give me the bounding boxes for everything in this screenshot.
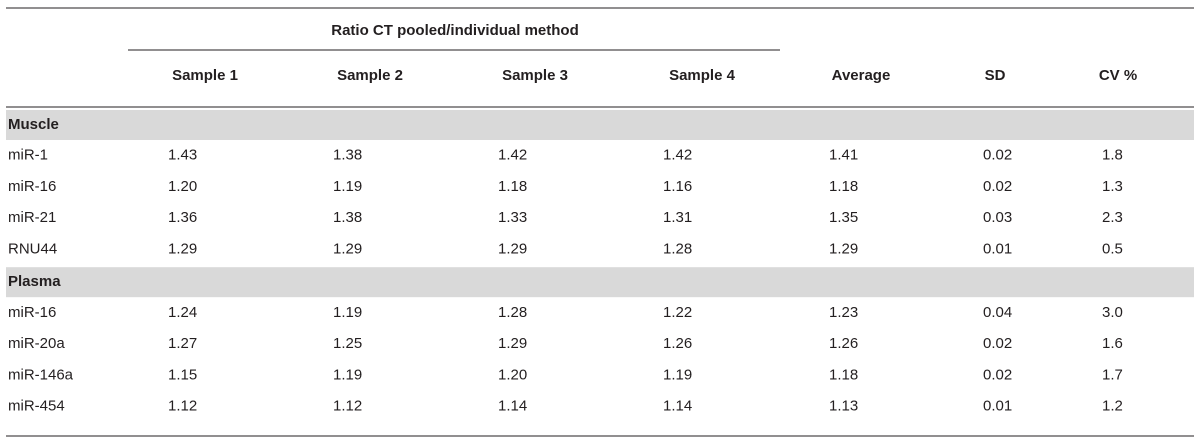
group-header: Ratio CT pooled/individual method (331, 22, 579, 39)
cell: 1.18 (829, 366, 858, 383)
cell: 1.29 (829, 241, 858, 258)
cell: 1.31 (663, 209, 692, 226)
row-label: miR-16 (8, 178, 56, 195)
cell: 1.22 (663, 304, 692, 321)
cell: 0.04 (983, 304, 1012, 321)
section-title: Plasma (8, 273, 61, 290)
cell: 1.19 (333, 366, 362, 383)
cell: 1.29 (498, 241, 527, 258)
cell: 1.14 (498, 398, 527, 415)
cell: 1.20 (498, 366, 527, 383)
cell: 1.24 (168, 304, 197, 321)
cell: 1.33 (498, 209, 527, 226)
cell: 1.7 (1102, 366, 1123, 383)
cell: 1.26 (829, 335, 858, 352)
cell: 1.42 (498, 147, 527, 164)
cell: 1.13 (829, 398, 858, 415)
cell: 1.12 (168, 398, 197, 415)
cell: 0.02 (983, 178, 1012, 195)
row-label: miR-21 (8, 209, 56, 226)
cell: 1.43 (168, 147, 197, 164)
cell: 1.6 (1102, 335, 1123, 352)
cell: 1.18 (498, 178, 527, 195)
cell: 1.20 (168, 178, 197, 195)
cell: 0.02 (983, 335, 1012, 352)
cell: 1.27 (168, 335, 197, 352)
cell: 1.18 (829, 178, 858, 195)
column-header: Sample 4 (669, 67, 736, 84)
cell: 1.35 (829, 209, 858, 226)
cell: 0.5 (1102, 241, 1123, 258)
row-label: miR-20a (8, 335, 65, 352)
cell: 3.0 (1102, 304, 1123, 321)
cell: 1.8 (1102, 147, 1123, 164)
section-title: Muscle (8, 116, 59, 133)
cell: 0.02 (983, 147, 1012, 164)
cell: 1.12 (333, 398, 362, 415)
cell: 1.29 (168, 241, 197, 258)
cell: 0.01 (983, 398, 1012, 415)
cell: 1.28 (663, 241, 692, 258)
cell: 1.38 (333, 209, 362, 226)
cell: 1.29 (333, 241, 362, 258)
row-label: miR-1 (8, 147, 48, 164)
column-header: CV % (1099, 67, 1137, 84)
section-band (6, 110, 1194, 140)
cell: 2.3 (1102, 209, 1123, 226)
cell: 1.26 (663, 335, 692, 352)
cell: 1.16 (663, 178, 692, 195)
row-label: miR-454 (8, 398, 65, 415)
row-label: miR-16 (8, 304, 56, 321)
cell: 1.42 (663, 147, 692, 164)
cell: 1.19 (663, 366, 692, 383)
column-header: Average (832, 67, 891, 84)
row-label: RNU44 (8, 241, 57, 258)
cell: 0.02 (983, 366, 1012, 383)
row-label: miR-146a (8, 366, 74, 383)
cell: 0.01 (983, 241, 1012, 258)
cell: 1.19 (333, 178, 362, 195)
cell: 1.2 (1102, 398, 1123, 415)
column-header: Sample 2 (337, 67, 403, 84)
cell: 1.38 (333, 147, 362, 164)
cell: 1.14 (663, 398, 692, 415)
cell: 1.28 (498, 304, 527, 321)
cell: 1.19 (333, 304, 362, 321)
section-band (6, 267, 1194, 298)
column-header: SD (985, 67, 1006, 84)
cell: 1.41 (829, 147, 858, 164)
cell: 1.29 (498, 335, 527, 352)
cell: 0.03 (983, 209, 1012, 226)
cell: 1.25 (333, 335, 362, 352)
column-header: Sample 1 (172, 67, 238, 84)
cell: 1.36 (168, 209, 197, 226)
column-header: Sample 3 (502, 67, 568, 84)
cell: 1.23 (829, 304, 858, 321)
cell: 1.15 (168, 366, 197, 383)
cell: 1.3 (1102, 178, 1123, 195)
